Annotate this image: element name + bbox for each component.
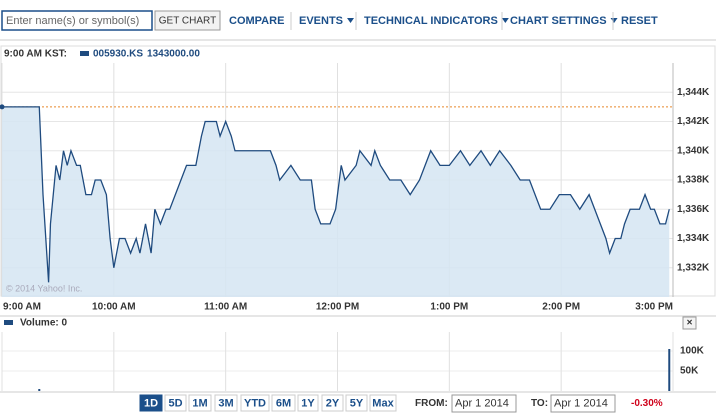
legend-swatch [80,51,89,56]
get-chart-label: GET CHART [159,16,216,27]
area [2,106,670,297]
volume-bar [38,389,41,391]
volume-swatch [4,320,13,325]
x-tick-label: 1:00 PM [430,302,468,313]
range-button[interactable] [240,394,270,412]
range-label: 5Y [350,397,364,409]
y-tick-label: 1,344K [677,87,710,98]
toolbar-link[interactable]: EVENTS [299,15,343,27]
close-label: × [687,318,693,329]
range-label: 1Y [301,397,315,409]
range-button[interactable] [214,394,238,412]
range-label: YTD [244,397,266,409]
range-label: Max [372,397,394,409]
range-button[interactable] [188,394,212,412]
legend-value: 1343000.00 [147,49,200,60]
to-value: Apr 1 2014 [554,397,608,409]
range-label: 1D [144,397,158,409]
x-tick-label: 12:00 PM [316,302,359,313]
toolbar-link[interactable]: COMPARE [229,15,284,27]
toolbar-link[interactable]: TECHNICAL INDICATORS [364,15,498,27]
search-input[interactable] [1,10,153,31]
range-button[interactable] [321,394,344,412]
range-label: 2Y [326,397,340,409]
range-button[interactable] [369,394,397,412]
x-tick-label: 9:00 AM [3,302,41,313]
range-label: 5D [168,397,182,409]
dropdown-arrow [501,18,509,23]
toolbar-link[interactable]: CHART SETTINGS [510,15,607,27]
x-tick-label: 10:00 AM [92,302,136,313]
x-tick-label: 11:00 AM [204,302,247,313]
range-button[interactable] [139,394,163,412]
y-tick-label: 50K [680,366,699,377]
get-chart-button[interactable] [154,10,221,31]
y-tick-label: 1,336K [677,204,710,215]
volume-bar [668,349,671,391]
y-tick-label: 1,340K [677,145,710,156]
watermark: © 2014 Yahoo! Inc. [6,283,82,293]
y-tick-label: 1,342K [677,116,710,127]
start-dot [0,104,5,110]
from-value: Apr 1 2014 [455,397,509,409]
price-line [2,106,670,283]
from-input[interactable] [451,394,517,413]
to-input[interactable] [550,394,616,413]
range-button[interactable] [271,394,296,412]
toolbar-link[interactable]: RESET [621,15,658,27]
search-placeholder: Enter name(s) or symbol(s) [6,15,139,27]
y-tick-label: 1,338K [677,175,710,186]
legend-name: 005930.KS [93,49,143,60]
range-button[interactable] [345,394,368,412]
change: -0.30% [631,398,663,409]
range-label: 1M [192,397,207,409]
dropdown-arrow [610,18,618,23]
time-label: 9:00 AM KST: [4,49,67,60]
y-tick-label: 1,334K [677,233,710,244]
x-tick-label: 3:00 PM [635,302,673,313]
close-button[interactable] [682,316,697,330]
from-label: FROM: [415,398,448,409]
y-tick-label: 100K [680,346,705,357]
y-tick-label: 1,332K [677,262,710,273]
range-button[interactable] [164,394,187,412]
volume-title: Volume: 0 [20,318,67,329]
range-label: 3M [218,397,233,409]
range-button[interactable] [297,394,319,412]
dropdown-arrow [347,18,355,23]
range-label: 6M [276,397,291,409]
to-label: TO: [531,398,548,409]
x-tick-label: 2:00 PM [542,302,580,313]
